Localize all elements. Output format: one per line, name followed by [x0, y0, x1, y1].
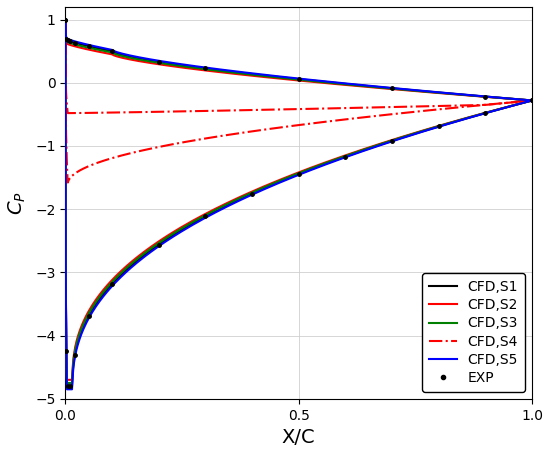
X-axis label: X/C: X/C	[282, 428, 316, 447]
Legend: CFD,S1, CFD,S2, CFD,S3, CFD,S4, CFD,S5, EXP: CFD,S1, CFD,S2, CFD,S3, CFD,S4, CFD,S5, …	[422, 273, 525, 392]
Y-axis label: $C_P$: $C_P$	[7, 191, 28, 215]
